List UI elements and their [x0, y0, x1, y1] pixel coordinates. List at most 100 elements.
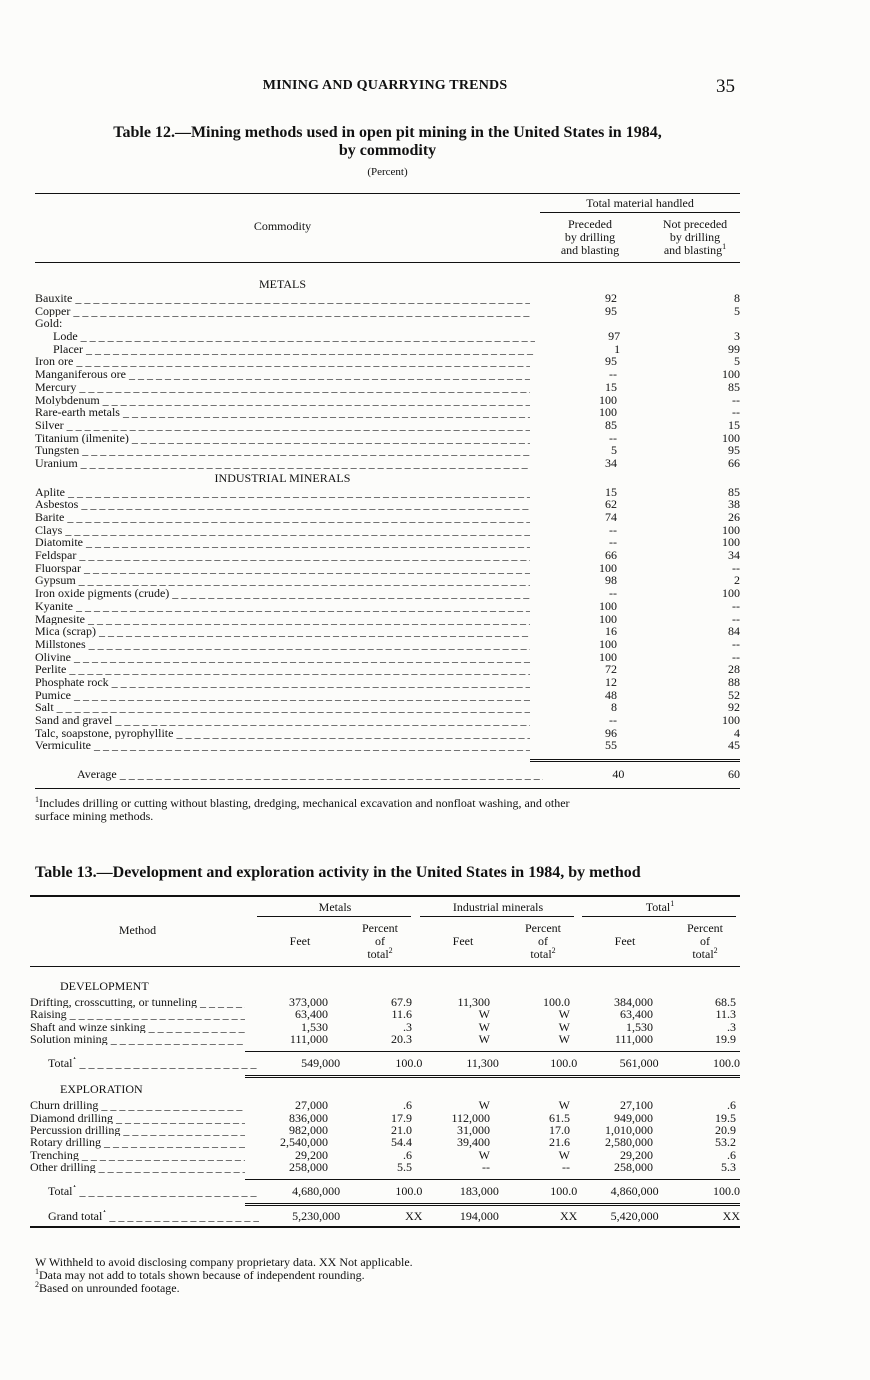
row-label: Silver — [35, 419, 530, 432]
cell-value: 11,300 — [457, 995, 490, 1009]
table-row: Aplite 15 85 — [35, 484, 740, 499]
cell-value: 100.0 — [713, 1184, 740, 1199]
row-label: Total1 — [30, 1185, 259, 1197]
commodity-name: Molybdenum — [35, 393, 100, 407]
row-label: Pumice — [35, 689, 530, 702]
cell-value: 2,540,000 — [280, 1135, 328, 1150]
dot-leader — [77, 1185, 259, 1197]
table-row: Olivine 100 -- — [35, 650, 740, 664]
row-label: Grand total1 — [30, 1210, 259, 1222]
footnote-ref: 1 — [35, 1267, 39, 1276]
row-label: Solution mining — [30, 1033, 245, 1045]
dot-leader — [62, 524, 530, 537]
table12-body: METALSBauxite928Copper955Gold:Lode973Pla… — [35, 276, 740, 752]
footnote-ref: 1 — [102, 1210, 106, 1222]
row-label: Phosphate rock — [35, 676, 530, 689]
commodity-name: Aplite — [35, 485, 65, 499]
cell-value: 111,000 — [614, 1031, 653, 1046]
cell-value: 1,010,000 — [605, 1123, 653, 1138]
table13-body: DEVELOPMENT Drifting, crosscutting, or tu… — [30, 979, 740, 1228]
table-row: Clays -- 100 — [35, 523, 740, 537]
row-label: Percussion drilling — [30, 1124, 245, 1136]
row-label: Fluorspar — [35, 562, 530, 575]
percent-text: total — [530, 947, 552, 961]
cell-value: 100.0 — [550, 1056, 578, 1071]
value-not-preceded: 8 — [734, 291, 740, 305]
table-row: Manganiferous ore -- 100 — [35, 368, 740, 381]
cell-value: 68.5 — [715, 995, 736, 1009]
value-not-preceded: 60 — [728, 767, 740, 781]
value-preceded: 100 — [599, 560, 617, 575]
cell-value: 11,300 — [466, 1056, 499, 1071]
row-label: Titanium (ilmenite) — [35, 432, 530, 445]
col-not-preceded: Not preceded by drilling and blasting1 — [662, 217, 728, 257]
page-number: 35 — [716, 76, 735, 97]
dot-leader — [169, 587, 530, 600]
commodity-name: Gold: — [35, 317, 63, 331]
col-group-2: Total1 — [580, 900, 740, 914]
col-feet: Feet — [289, 934, 311, 948]
value-not-preceded — [617, 317, 740, 330]
table12-title: Table 12.—Mining methods used in open pi… — [113, 124, 662, 159]
row-label: Total1 — [30, 1057, 259, 1069]
cell-value: W — [558, 1019, 570, 1034]
dot-leader — [86, 638, 530, 651]
commodity-name: Magnesite — [35, 612, 85, 626]
cell-value: 5,420,000 — [610, 1208, 659, 1223]
dot-leader — [73, 600, 530, 613]
row-label: Tungsten — [35, 444, 530, 457]
value-preceded: -- — [609, 713, 617, 727]
dot-leader — [112, 714, 530, 727]
cell-value: XX — [405, 1208, 423, 1223]
row-label: Churn drilling — [30, 1099, 245, 1111]
method-name: Diamond drilling — [30, 1111, 113, 1125]
table-row: Millstones 100 -- — [35, 638, 740, 651]
commodity-name: Feldspar — [35, 549, 77, 562]
value-not-preceded: 2 — [734, 573, 740, 588]
cell-value: W — [478, 1007, 490, 1022]
value-not-preceded: 85 — [728, 484, 740, 499]
dot-leader — [78, 498, 530, 511]
commodity-name: Pumice — [35, 688, 71, 702]
value-not-preceded: 100 — [722, 535, 740, 550]
value-not-preceded: 34 — [728, 548, 740, 563]
row-label: Clays — [35, 524, 530, 537]
cell-value: XX — [722, 1208, 740, 1223]
cell-value: 194,000 — [459, 1208, 499, 1223]
cell-value: 17.9 — [391, 1110, 412, 1125]
table-row: Uranium 34 66 — [35, 457, 740, 470]
cell-value: 258,000 — [289, 1159, 328, 1174]
dot-leader — [64, 419, 530, 432]
cell-value: 29,200 — [295, 1147, 328, 1162]
table-row: Magnesite 100 -- — [35, 612, 740, 626]
commodity-name: Barite — [35, 511, 65, 524]
cell-value: W — [478, 1147, 490, 1162]
value-preceded — [530, 317, 617, 330]
table-row: Placer 1 99 — [35, 343, 740, 356]
row-label: Salt — [35, 701, 530, 714]
row-label: Raising — [30, 1008, 245, 1020]
method-name: Raising — [30, 1008, 67, 1021]
cell-value: 100.0 — [543, 995, 570, 1009]
value-preceded: 12 — [605, 674, 617, 689]
commodity-name: Iron oxide pigments (crude) — [35, 587, 170, 600]
cell-value: W — [558, 1007, 570, 1022]
col-method: Method — [118, 923, 157, 937]
dot-leader — [109, 676, 530, 689]
value-not-preceded: -- — [732, 598, 740, 613]
dot-leader — [117, 768, 543, 781]
cell-value: W — [478, 1031, 490, 1046]
table-row: Lode 97 3 — [35, 330, 740, 343]
value-preceded: 72 — [605, 662, 617, 677]
cell-value: 5.5 — [397, 1159, 412, 1174]
cell-value: 54.4 — [391, 1135, 412, 1150]
value-not-preceded: 100 — [722, 713, 740, 727]
cell-value: 53.2 — [715, 1135, 736, 1150]
dot-leader — [83, 536, 530, 549]
cell-value: 19.5 — [715, 1110, 736, 1125]
table-row: Vermiculite 55 45 — [35, 739, 740, 752]
row-label: Sand and gravel — [35, 714, 530, 727]
cell-value: 5.3 — [721, 1159, 736, 1174]
value-not-preceded: 88 — [728, 674, 740, 689]
table-row: Mercury 15 85 — [35, 381, 740, 394]
